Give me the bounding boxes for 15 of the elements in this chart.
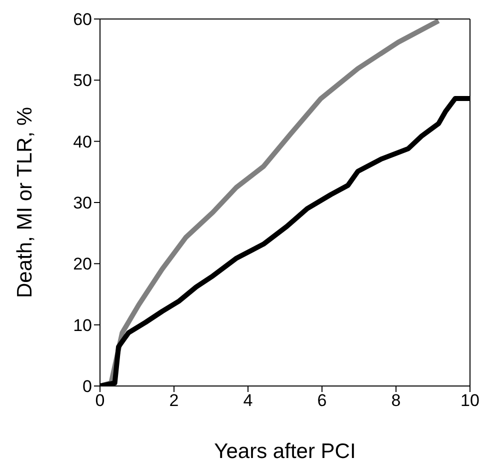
y-tick-label: 50	[73, 71, 92, 90]
x-tick-label: 2	[169, 391, 179, 410]
x-tick-label: 0	[95, 391, 105, 410]
y-tick-label: 40	[73, 132, 92, 152]
x-axis-title: Years after PCI	[214, 440, 356, 463]
y-tick-label: 20	[73, 254, 92, 274]
y-tick-label: 30	[73, 194, 92, 213]
x-tick-label: 10	[460, 391, 480, 410]
y-axis-title: Death, MI or TLR, %	[13, 106, 36, 298]
y-tick-label: 60	[73, 10, 92, 30]
x-tick-label: 4	[243, 391, 253, 410]
x-tick-label: 6	[317, 391, 327, 410]
y-tick-label: 10	[73, 316, 92, 335]
y-tick-label: 0	[82, 377, 92, 396]
x-tick-label: 8	[391, 391, 401, 410]
